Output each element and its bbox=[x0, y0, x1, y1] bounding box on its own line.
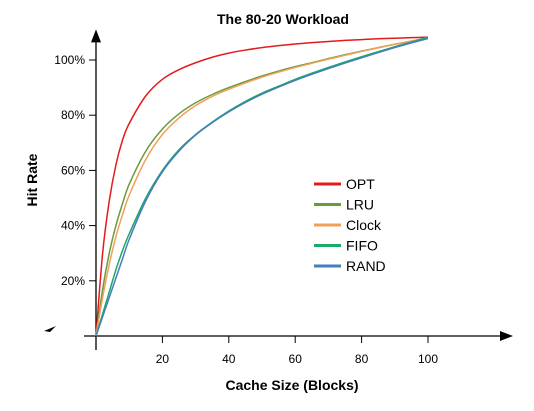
x-axis-title: Cache Size (Blocks) bbox=[225, 377, 358, 393]
legend-label-lru: LRU bbox=[346, 197, 374, 213]
legend-label-fifo: FIFO bbox=[346, 238, 378, 254]
y-axis-title: Hit Rate bbox=[24, 153, 40, 206]
legend: OPT LRU Clock FIFO RAND bbox=[314, 176, 386, 274]
x-tick-label: 60 bbox=[289, 352, 303, 366]
y-tick-label: 20% bbox=[61, 274, 85, 288]
series-lines bbox=[95, 36, 429, 337]
series-line-fifo bbox=[95, 36, 429, 337]
x-tick-label: 40 bbox=[222, 352, 236, 366]
series-line-rand bbox=[95, 37, 429, 337]
series-line-opt bbox=[95, 36, 429, 337]
y-axis-arrowhead bbox=[91, 29, 101, 43]
series-line-lru bbox=[95, 37, 429, 337]
legend-label-rand: RAND bbox=[346, 258, 386, 274]
axes: 20 40 60 80 100 20% 40% 60% 80% 100% bbox=[44, 29, 513, 366]
x-tick-label: 80 bbox=[355, 352, 369, 366]
x-axis-arrowhead bbox=[500, 331, 513, 341]
legend-label-clock: Clock bbox=[346, 217, 382, 233]
legend-label-opt: OPT bbox=[346, 176, 375, 192]
x-tick-label: 100 bbox=[418, 352, 438, 366]
y-tick-label: 80% bbox=[61, 108, 85, 122]
series-line-clock bbox=[95, 37, 429, 337]
axis-origin-mark bbox=[44, 326, 56, 332]
x-tick-label: 20 bbox=[156, 352, 170, 366]
y-tick-label: 100% bbox=[54, 53, 85, 67]
y-tick-label: 40% bbox=[61, 219, 85, 233]
y-tick-label: 60% bbox=[61, 163, 85, 177]
chart-title: The 80-20 Workload bbox=[217, 11, 349, 27]
